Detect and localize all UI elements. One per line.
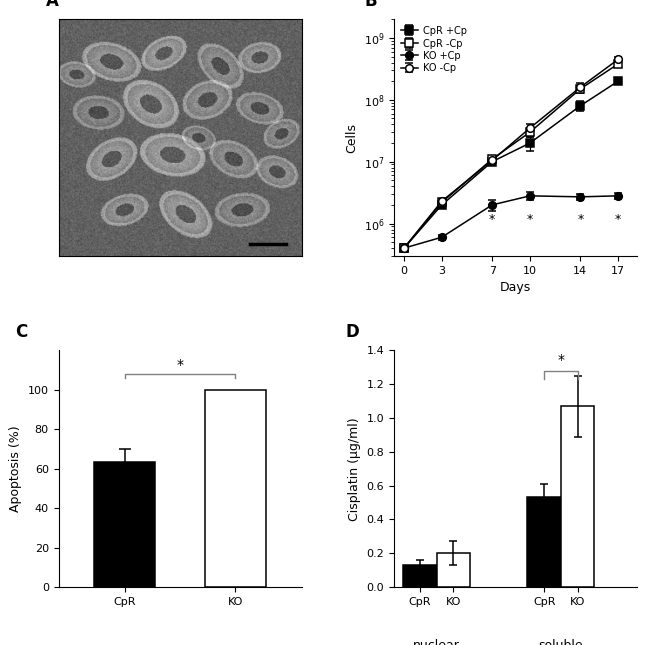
Bar	[94, 462, 155, 587]
Y-axis label: Cisplatin (µg/ml): Cisplatin (µg/ml)	[348, 417, 361, 521]
Text: *: *	[526, 213, 533, 226]
Text: A: A	[46, 0, 59, 10]
Bar	[403, 565, 437, 587]
Text: C: C	[15, 323, 27, 341]
Y-axis label: Cells: Cells	[345, 123, 358, 153]
Bar	[437, 553, 470, 587]
Bar	[561, 406, 594, 587]
Text: B: B	[365, 0, 378, 10]
Text: nuclear: nuclear	[413, 639, 460, 645]
Legend: CpR +Cp, CpR -Cp, KO +Cp, KO -Cp: CpR +Cp, CpR -Cp, KO +Cp, KO -Cp	[399, 25, 469, 75]
Text: *: *	[177, 358, 183, 372]
Text: soluble: soluble	[539, 639, 583, 645]
Text: *: *	[615, 213, 621, 226]
X-axis label: Days: Days	[500, 281, 531, 294]
Text: D: D	[345, 323, 359, 341]
Text: *: *	[577, 213, 584, 226]
Bar	[527, 497, 561, 587]
Bar	[205, 390, 266, 587]
Text: *: *	[489, 213, 495, 226]
Y-axis label: Apoptosis (%): Apoptosis (%)	[9, 426, 22, 512]
Text: *: *	[557, 353, 564, 368]
